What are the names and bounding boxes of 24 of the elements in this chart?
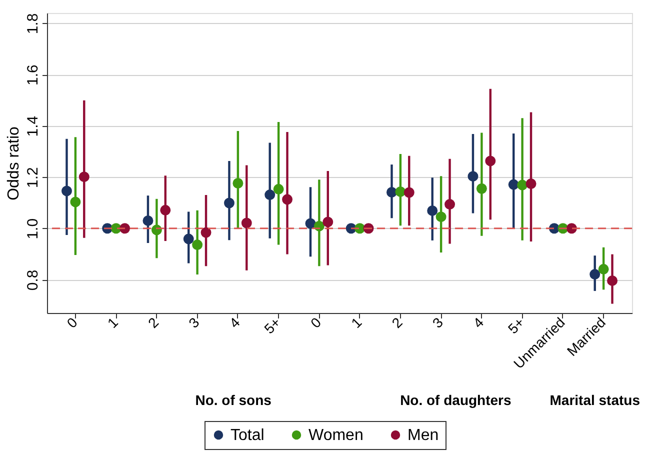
x-tick-label: 4 [226, 314, 244, 331]
x-tick-label: 0 [64, 314, 81, 331]
y-tick-label: 1.6 [24, 64, 42, 86]
y-axis-title: Odds ratio [6, 126, 22, 200]
x-tick-label: 0 [307, 314, 324, 331]
x-tick-label: 4 [470, 314, 487, 331]
legend-label: Men [408, 427, 439, 444]
text: No. of daughters [400, 392, 512, 408]
legend-label: Total [230, 427, 264, 444]
x-tick-label: 3 [429, 314, 446, 331]
x-tick-label: 1 [104, 314, 122, 331]
x-tick-label: 1 [348, 314, 365, 331]
y-tick-label: 0.8 [24, 270, 42, 291]
y-tick-label: 1.2 [24, 167, 42, 188]
x-tick-label: 5+ [260, 314, 284, 337]
text: Marital status [550, 392, 640, 408]
x-tick-label: 2 [144, 314, 162, 331]
y-tick-label: 1.4 [24, 116, 42, 137]
text: No. of sons [195, 392, 272, 408]
legend-label: Women [308, 427, 364, 444]
y-tick-label: 1.8 [24, 13, 42, 34]
y-tick-label: 1.0 [24, 218, 42, 240]
x-tick-label: 2 [388, 314, 406, 331]
x-tick-label: 3 [185, 314, 202, 331]
